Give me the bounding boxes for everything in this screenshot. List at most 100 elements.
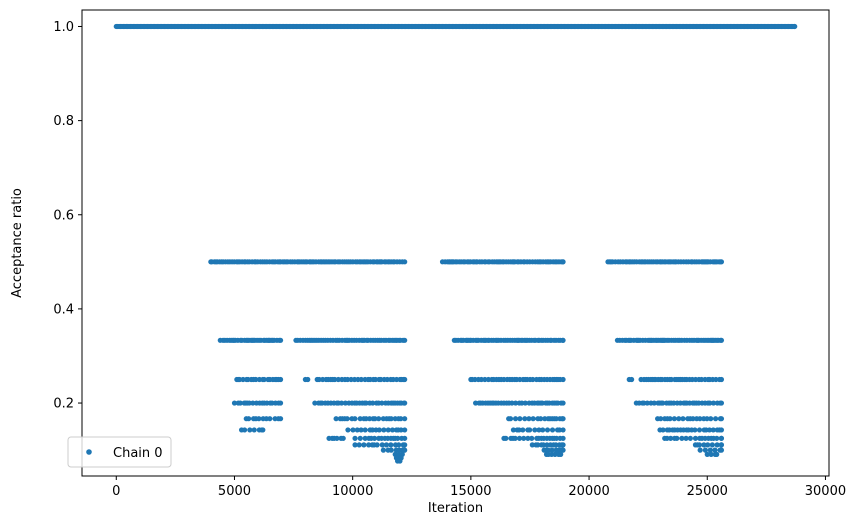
data-point: [340, 435, 346, 441]
data-point: [376, 427, 382, 433]
data-point: [250, 400, 256, 406]
data-point: [510, 427, 517, 433]
data-point: [525, 435, 531, 441]
data-point: [398, 427, 404, 433]
data-point: [718, 337, 725, 343]
axes-frame: [81, 9, 830, 477]
data-point: [333, 416, 339, 422]
x-tick-label: 0: [112, 484, 120, 499]
data-point: [388, 447, 394, 453]
data-point: [516, 427, 522, 433]
data-point: [507, 416, 514, 422]
data-point: [549, 427, 556, 433]
data-point: [503, 435, 509, 441]
data-point: [714, 442, 720, 448]
data-point: [558, 451, 564, 457]
data-point: [312, 400, 318, 406]
data-point: [560, 337, 566, 343]
data-point: [372, 416, 378, 422]
data-point: [560, 435, 566, 441]
data-point: [362, 435, 368, 441]
data-point: [671, 416, 677, 422]
data-point: [277, 376, 284, 383]
data-point: [792, 23, 798, 30]
data-point: [251, 427, 257, 433]
data-point: [692, 427, 698, 433]
data-point: [513, 400, 519, 406]
data-point: [692, 435, 699, 441]
data-point: [385, 427, 391, 433]
data-point: [305, 376, 311, 383]
data-point: [696, 427, 703, 433]
data-point: [664, 435, 670, 441]
data-point: [676, 416, 682, 422]
data-point: [660, 400, 666, 406]
data-point: [560, 447, 566, 453]
data-point: [371, 435, 378, 441]
data-point: [549, 447, 555, 453]
data-point: [704, 451, 710, 457]
data-point: [708, 416, 714, 422]
data-point: [402, 337, 408, 343]
data-point: [335, 376, 341, 383]
data-point: [713, 376, 719, 383]
data-point: [402, 435, 408, 441]
data-point: [529, 435, 535, 441]
data-point: [350, 427, 356, 433]
data-point: [718, 435, 725, 441]
data-point: [710, 400, 717, 406]
data-point: [540, 442, 546, 448]
data-point: [709, 442, 715, 448]
x-tick-label: 20000: [568, 484, 609, 499]
data-point: [381, 427, 387, 433]
data-point: [277, 416, 284, 422]
data-point: [402, 447, 408, 453]
legend-marker: [86, 449, 92, 455]
data-point: [560, 259, 566, 265]
data-point: [679, 435, 685, 441]
data-point: [560, 427, 566, 433]
data-point: [374, 442, 380, 448]
data-point: [560, 400, 566, 406]
data-point: [361, 442, 367, 448]
data-point: [379, 400, 385, 406]
data-point: [520, 427, 526, 433]
data-point: [509, 400, 515, 406]
data-point: [718, 447, 725, 453]
data-point: [540, 427, 546, 433]
data-point: [713, 416, 719, 422]
data-point: [334, 435, 340, 441]
data-point: [660, 427, 666, 433]
data-point: [696, 442, 703, 448]
data-point: [512, 435, 518, 441]
data-point: [380, 447, 386, 453]
data-point: [522, 400, 528, 406]
data-point: [538, 416, 544, 422]
data-point: [357, 435, 363, 441]
data-point: [714, 451, 720, 457]
data-points: [113, 23, 798, 464]
legend-box: [67, 436, 172, 468]
data-point: [398, 416, 404, 422]
x-tick-label: 10000: [332, 484, 373, 499]
data-point: [388, 442, 394, 448]
data-point: [402, 400, 408, 406]
data-point: [532, 427, 538, 433]
x-axis-label: Iteration: [428, 501, 483, 516]
data-point: [352, 435, 358, 441]
data-point: [529, 442, 535, 448]
data-point: [358, 376, 364, 383]
data-point: [247, 427, 253, 433]
data-point: [707, 447, 713, 453]
data-point: [706, 427, 713, 433]
data-point: [395, 435, 401, 441]
data-point: [629, 376, 635, 383]
y-tick-label: 1.0: [53, 20, 74, 35]
data-point: [402, 259, 408, 265]
data-point: [658, 416, 664, 422]
data-point: [358, 427, 364, 433]
data-point: [383, 442, 390, 448]
data-point: [256, 416, 262, 422]
data-point: [261, 376, 267, 383]
data-point: [674, 435, 680, 441]
